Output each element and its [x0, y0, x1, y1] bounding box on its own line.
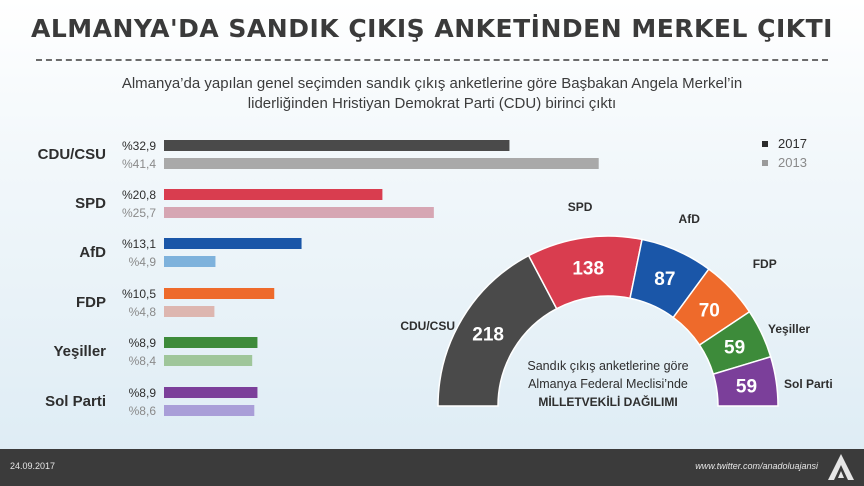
seat-party-label-fdp: FDP	[753, 257, 777, 271]
chart-canvas: CDU/CSU %32,9 %41,4 SPD %20,8 %25,7 AfD %13,1 %4…	[38, 136, 833, 418]
bar-2013-sol-parti	[164, 405, 255, 416]
bar-2017-afd	[164, 238, 302, 249]
seat-count-sol-parti: 59	[736, 377, 757, 398]
value-label-2013-fdp: %4,8	[129, 305, 157, 319]
party-label-sol-parti: Sol Parti	[45, 393, 106, 410]
value-label-2017-sol-parti: %8,9	[129, 386, 157, 400]
legend-marker-2017	[762, 141, 768, 147]
seat-party-label-spd: SPD	[568, 200, 593, 214]
bar-2013-yesiller	[164, 355, 253, 366]
seat-count-fdp: 70	[699, 300, 720, 321]
value-label-2017-spd: %20,8	[122, 188, 156, 202]
party-label-fdp: FDP	[76, 294, 106, 311]
bar-chart-legend: 2017 2013	[762, 136, 807, 170]
seat-party-label-sol-parti: Sol Parti	[784, 377, 833, 391]
seat-count-spd: 138	[572, 258, 604, 279]
value-label-2017-fdp: %10,5	[122, 287, 156, 301]
bar-2013-spd	[164, 207, 434, 218]
bar-2017-cdu-csu	[164, 140, 510, 151]
party-label-spd: SPD	[75, 195, 106, 212]
seat-party-label-cdu-csu: CDU/CSU	[400, 319, 455, 333]
seat-count-cdu-csu: 218	[472, 325, 504, 346]
bar-2013-afd	[164, 256, 216, 267]
bar-2017-spd	[164, 189, 383, 200]
value-label-2013-sol-parti: %8,6	[129, 404, 157, 418]
title-divider	[36, 59, 828, 61]
value-label-2013-spd: %25,7	[122, 206, 156, 220]
legend-marker-2013	[762, 160, 768, 166]
seat-segment-sol-parti	[712, 355, 779, 407]
value-label-2013-afd: %4,9	[129, 255, 157, 269]
bar-2017-sol-parti	[164, 387, 258, 398]
subtitle: Almanya’da yapılan genel seçimden sandık…	[60, 74, 804, 114]
party-label-cdu-csu: CDU/CSU	[38, 146, 106, 163]
value-label-2017-afd: %13,1	[122, 237, 156, 251]
value-label-2017-yesiller: %8,9	[129, 336, 157, 350]
seat-party-label-yesiller: Yeşiller	[768, 322, 810, 336]
legend-label-2017: 2017	[778, 136, 807, 151]
bar-2017-fdp	[164, 288, 275, 299]
seat-chart-caption-2: Almanya Federal Meclisi’nde	[528, 377, 688, 391]
seat-distribution-chart: 218 CDU/CSU 138 SPD 87 AfD 70 FDP 59 Yeşiller 59 So…	[400, 200, 832, 409]
footer-date: 24.09.2017	[10, 461, 56, 471]
bar-2013-fdp	[164, 306, 215, 317]
value-label-2013-yesiller: %8,4	[129, 354, 157, 368]
value-label-2013-cdu-csu: %41,4	[122, 157, 156, 171]
legend-label-2013: 2013	[778, 155, 807, 170]
footer-twitter-link[interactable]: www.twitter.com/anadoluajansi	[695, 461, 818, 471]
seat-chart-caption-1: Sandık çıkış anketlerine göre	[527, 359, 688, 373]
seat-party-label-afd: AfD	[679, 212, 701, 226]
subtitle-line-2: liderliğinden Hristiyan Demokrat Parti (…	[247, 95, 617, 112]
footer-bar: 24.09.2017 www.twitter.com/anadoluajansi	[0, 449, 864, 486]
seat-chart-caption-3: MİLLETVEKİLİ DAĞILIMI	[538, 394, 677, 409]
party-label-afd: AfD	[79, 244, 106, 261]
page-title: ALMANYA'DA SANDIK ÇIKIŞ ANKETİNDEN MERKE…	[30, 14, 833, 43]
seat-count-afd: 87	[654, 269, 675, 290]
bar-2017-yesiller	[164, 337, 258, 348]
seat-count-yesiller: 59	[724, 337, 745, 358]
anadolu-agency-logo-icon	[828, 454, 854, 480]
value-label-2017-cdu-csu: %32,9	[122, 139, 156, 153]
bar-2013-cdu-csu	[164, 158, 599, 169]
subtitle-line-1: Almanya’da yapılan genel seçimden sandık…	[121, 75, 743, 92]
bar-chart: CDU/CSU %32,9 %41,4 SPD %20,8 %25,7 AfD %13,1 %4…	[38, 139, 599, 418]
party-label-yesiller: Yeşiller	[53, 343, 106, 360]
